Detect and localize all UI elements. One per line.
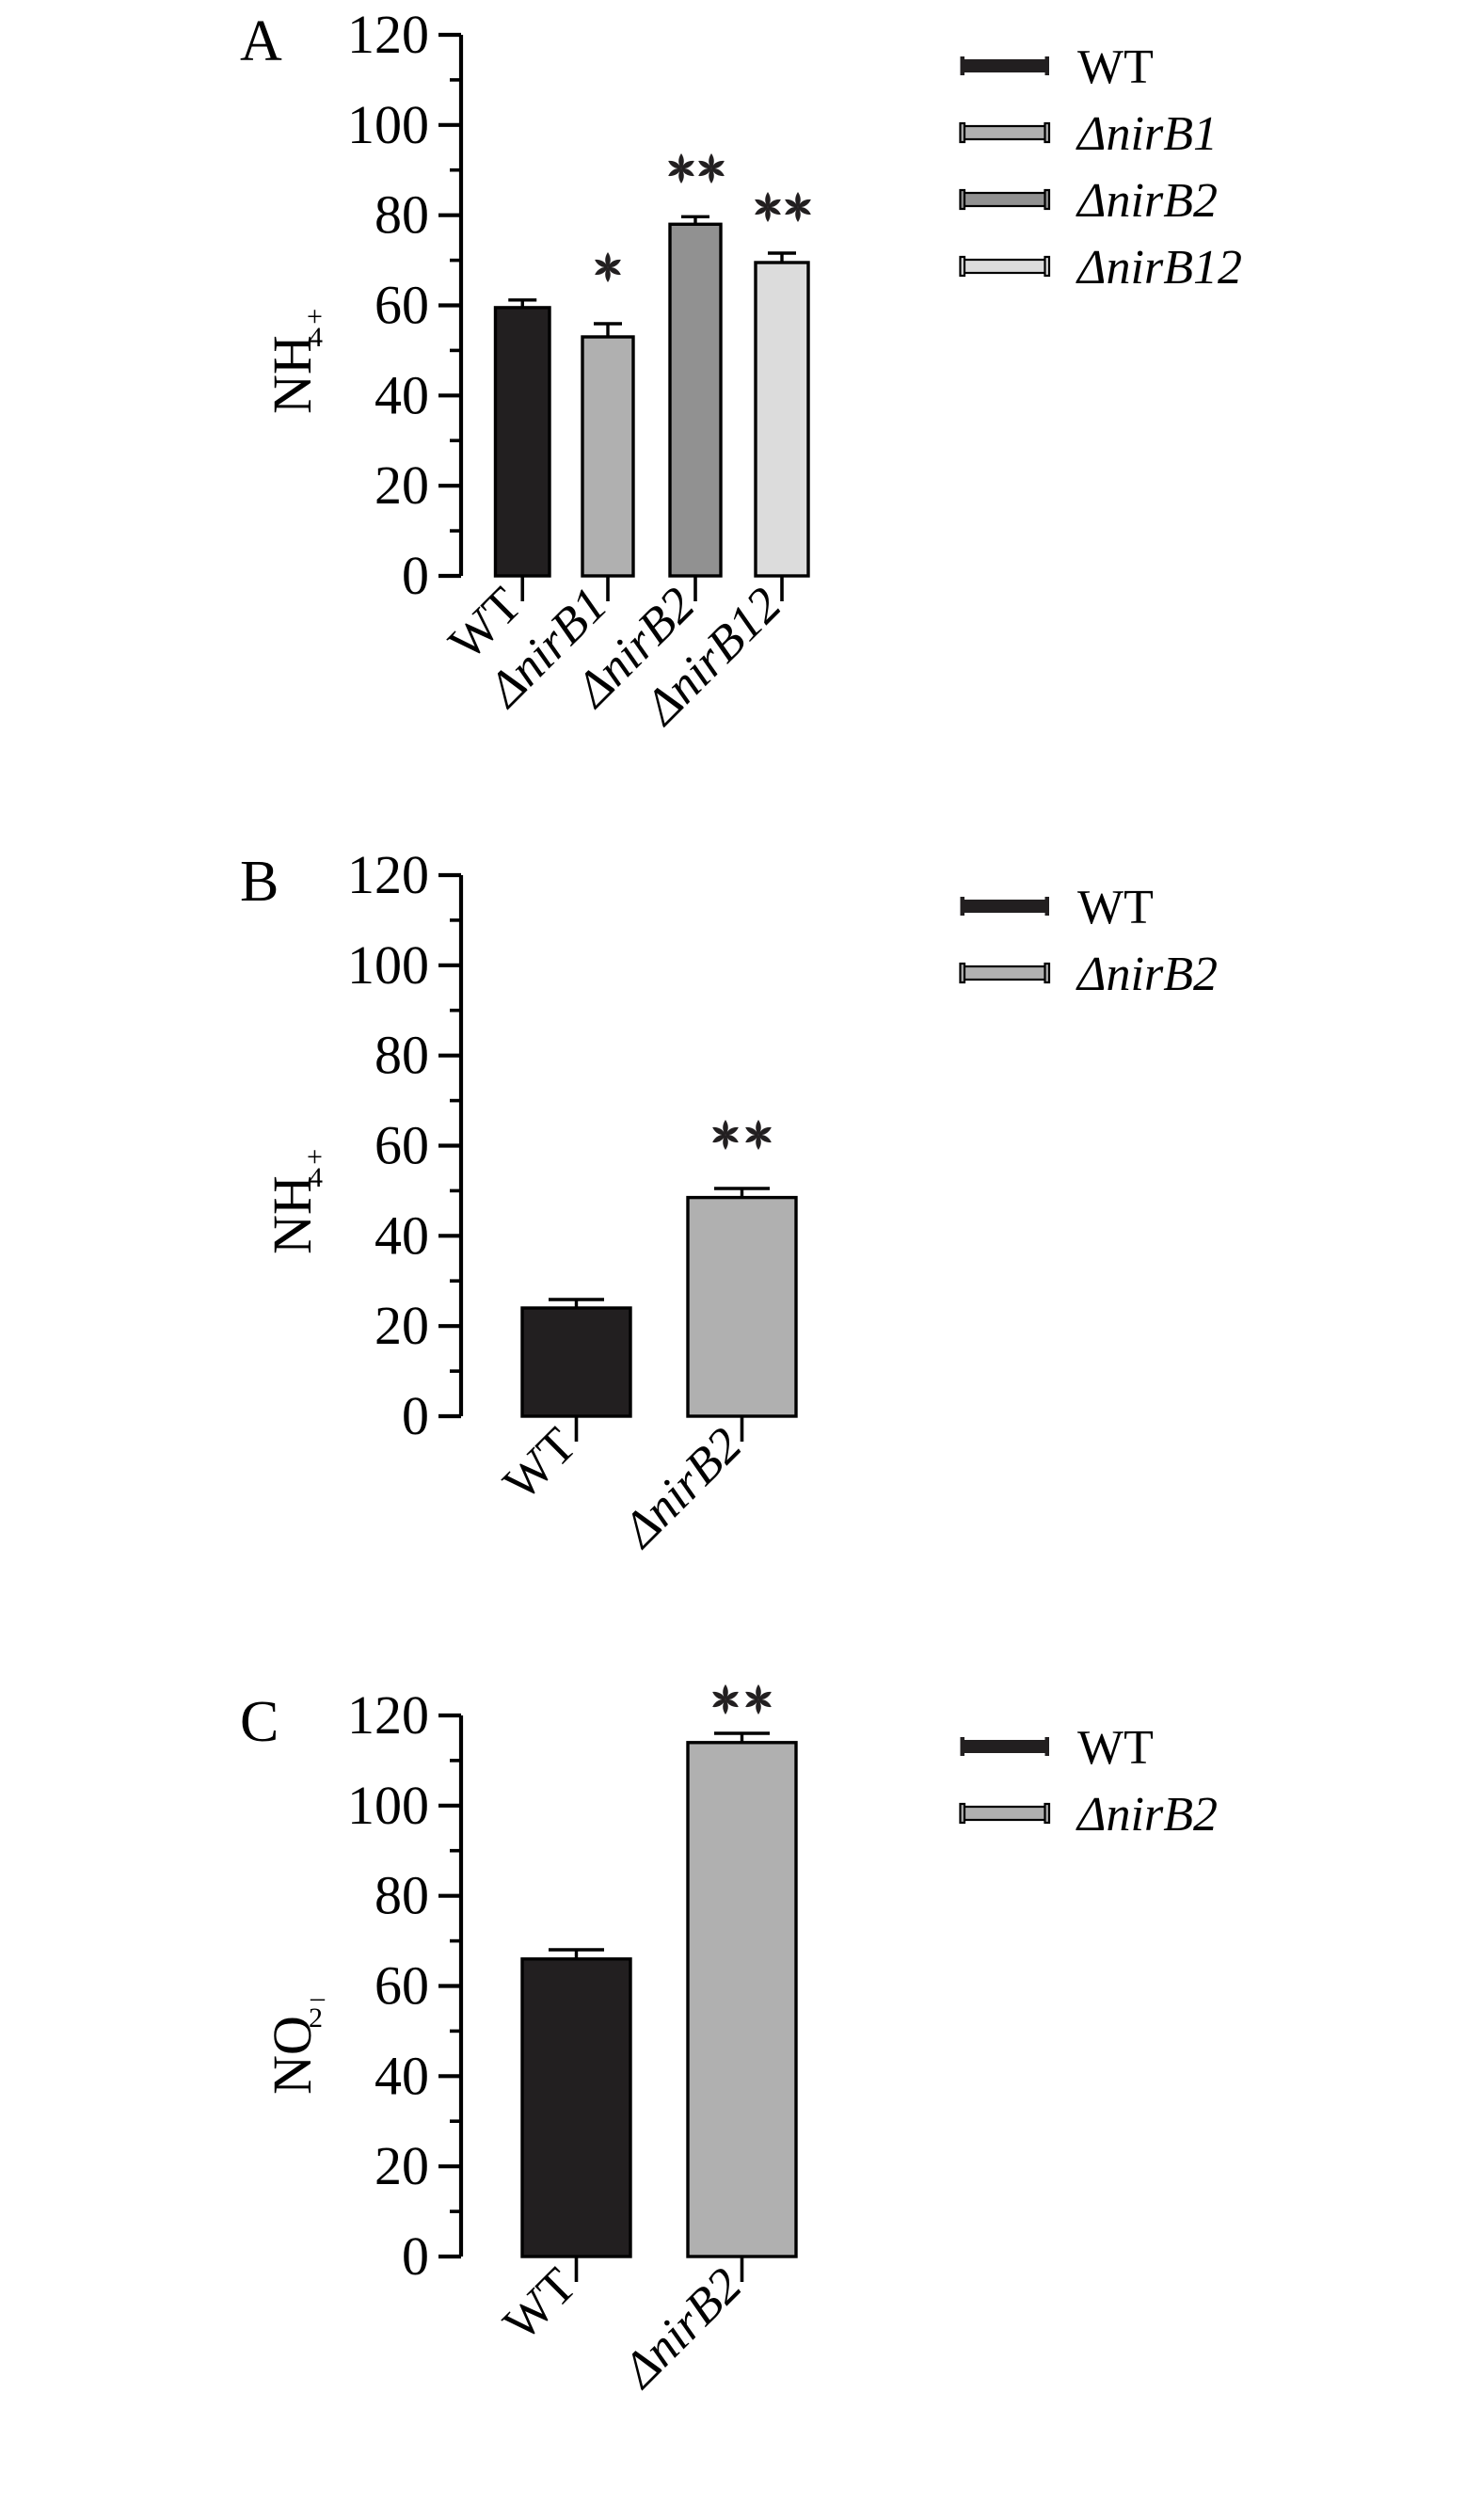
svg-text:WT: WT [493,1417,586,1510]
svg-text:20: 20 [374,2135,429,2196]
svg-text:40: 40 [374,364,429,425]
svg-text:WT: WT [493,2257,586,2351]
svg-text:20: 20 [374,1295,429,1356]
svg-text:80: 80 [374,1025,429,1086]
svg-text:120: 120 [347,844,429,905]
svg-text:0: 0 [402,1385,429,1446]
svg-text:ΔnirB2: ΔnirB2 [612,2257,753,2399]
svg-text:ΔnirB2: ΔnirB2 [612,1417,753,1558]
svg-text:80: 80 [374,184,429,246]
svg-text:60: 60 [374,1955,429,2017]
svg-text:60: 60 [374,1115,429,1176]
svg-text:ΔnirB2: ΔnirB2 [1076,1788,1218,1842]
svg-text:ΔnirB12: ΔnirB12 [1076,241,1242,295]
svg-text:ΔnirB2: ΔnirB2 [1076,174,1218,228]
svg-text:40: 40 [374,1204,429,1266]
svg-text:ΔnirB2: ΔnirB2 [1076,948,1218,1001]
svg-text:WT: WT [1077,40,1154,94]
svg-text:40: 40 [374,2045,429,2106]
svg-text:100: 100 [347,94,429,155]
svg-text:60: 60 [374,275,429,336]
svg-text:20: 20 [374,455,429,516]
svg-text:–: – [310,1982,326,2013]
svg-text:+: + [307,301,323,332]
svg-text:100: 100 [347,1775,429,1836]
svg-text:0: 0 [402,545,429,606]
svg-text:ΔnirB1: ΔnirB1 [1076,107,1218,161]
svg-text:WT: WT [1077,1721,1154,1775]
svg-text:B: B [240,850,279,914]
svg-text:A: A [240,9,282,73]
svg-text:120: 120 [347,4,429,65]
svg-text:80: 80 [374,1865,429,1926]
svg-text:0: 0 [402,2225,429,2287]
svg-text:WT: WT [1077,881,1154,934]
svg-text:100: 100 [347,934,429,996]
svg-text:120: 120 [347,1684,429,1746]
svg-text:+: + [307,1141,323,1172]
svg-text:C: C [240,1690,279,1754]
